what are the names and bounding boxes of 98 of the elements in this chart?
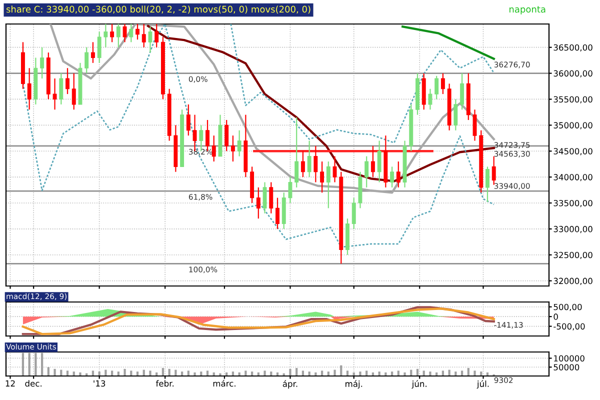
candlestick bbox=[288, 176, 292, 204]
x-tick-label: '13 bbox=[94, 380, 106, 387]
y-tick-label: 50000 bbox=[554, 364, 580, 370]
bar bbox=[47, 367, 50, 376]
candlestick bbox=[492, 156, 496, 186]
chart-title: share C: 33940,00 -360,00 boll(20, 2, -2) movs(50, 0) movs(200, 0) bbox=[6, 6, 310, 14]
y-tick-label: 34000,00 bbox=[554, 174, 592, 182]
bar bbox=[28, 352, 30, 376]
candlestick bbox=[370, 145, 375, 178]
y-tick-label: 35000,00 bbox=[554, 122, 592, 130]
candlestick bbox=[276, 197, 280, 230]
y-tick-label: 100000 bbox=[554, 355, 584, 362]
y-tick-label: 32000,00 bbox=[554, 278, 592, 285]
x-tick-label: jún. bbox=[412, 380, 426, 389]
candlestick bbox=[364, 156, 369, 188]
candlestick bbox=[59, 72, 64, 105]
candlestick bbox=[300, 150, 305, 178]
candlestick bbox=[27, 68, 32, 110]
candlestick bbox=[116, 24, 120, 48]
candlestick bbox=[230, 134, 235, 162]
candlestick bbox=[104, 24, 108, 48]
candlestick bbox=[52, 78, 57, 110]
candlestick bbox=[460, 72, 464, 110]
bar bbox=[41, 352, 44, 376]
candlestick bbox=[472, 109, 477, 142]
bar bbox=[264, 370, 266, 376]
candlestick bbox=[314, 145, 318, 183]
candlestick bbox=[326, 160, 330, 209]
line-series bbox=[22, 24, 495, 248]
bar bbox=[448, 370, 450, 376]
candlestick bbox=[396, 160, 400, 188]
y-tick-label: 33000,00 bbox=[554, 226, 592, 234]
candlestick bbox=[428, 88, 432, 110]
candlestick bbox=[307, 140, 312, 178]
y-tick-label: -500,00 bbox=[554, 323, 585, 330]
y-tick-label: 36500,00 bbox=[554, 44, 592, 52]
x-tick-label: márc. bbox=[213, 380, 236, 387]
y-tick-label: 0 bbox=[554, 314, 558, 320]
candlestick bbox=[84, 46, 89, 74]
y-tick-label: 33500,00 bbox=[554, 200, 592, 208]
candlestick bbox=[97, 31, 102, 64]
x-tick-label: máj. bbox=[346, 380, 362, 389]
candlestick bbox=[72, 72, 76, 110]
candlestick bbox=[294, 116, 299, 188]
candlestick bbox=[269, 182, 274, 214]
line-series bbox=[49, 24, 495, 194]
bar bbox=[34, 352, 37, 376]
candlestick bbox=[454, 98, 458, 131]
candlestick bbox=[320, 160, 324, 194]
bar bbox=[104, 370, 107, 376]
x-tick-label: júl. bbox=[476, 380, 489, 389]
bar bbox=[289, 368, 292, 376]
y-tick-label: 36000,00 bbox=[554, 70, 592, 78]
bar bbox=[474, 370, 476, 376]
bar bbox=[404, 372, 406, 376]
candlestick bbox=[66, 68, 70, 95]
bar bbox=[194, 372, 196, 376]
candlestick bbox=[142, 24, 146, 48]
candlestick bbox=[136, 24, 140, 40]
candlestick bbox=[377, 140, 382, 183]
candlestick bbox=[440, 72, 445, 95]
y-tick-label: 32500,00 bbox=[554, 252, 592, 260]
bar bbox=[54, 368, 56, 376]
y-tick-label: 500,00 bbox=[554, 304, 582, 311]
candlestick bbox=[110, 24, 114, 43]
y-tick-label: 35500,00 bbox=[554, 96, 592, 104]
x-tick-label: ápr. bbox=[282, 380, 298, 389]
candlestick bbox=[212, 134, 216, 162]
bar bbox=[359, 372, 362, 376]
candlestick bbox=[129, 24, 134, 43]
x-tick-label: febr. bbox=[156, 380, 174, 387]
candlestick bbox=[352, 197, 356, 230]
bar bbox=[124, 368, 126, 376]
candlestick bbox=[90, 42, 95, 64]
x-tick-label: dec. bbox=[25, 380, 42, 387]
candlestick bbox=[154, 24, 159, 48]
bar bbox=[22, 352, 24, 376]
candlestick bbox=[486, 166, 490, 203]
candlestick bbox=[262, 182, 267, 214]
candlestick bbox=[40, 46, 44, 80]
line-series bbox=[147, 24, 495, 182]
candlestick bbox=[237, 130, 242, 157]
chart-subtitle: naponta bbox=[510, 6, 546, 14]
candlestick bbox=[224, 119, 229, 152]
bar bbox=[429, 372, 432, 376]
candlestick bbox=[390, 166, 394, 188]
candlestick bbox=[186, 104, 190, 136]
bar bbox=[149, 370, 152, 376]
bar bbox=[79, 372, 82, 376]
candlestick bbox=[256, 186, 260, 220]
y-tick-label: 34500,00 bbox=[554, 148, 592, 156]
candlestick bbox=[434, 75, 439, 100]
candlestick bbox=[332, 156, 337, 183]
candlestick bbox=[148, 26, 152, 54]
bar bbox=[334, 370, 336, 376]
x-tick-label: 12 bbox=[6, 380, 15, 386]
candlestick bbox=[122, 24, 127, 43]
line-series bbox=[230, 24, 495, 144]
